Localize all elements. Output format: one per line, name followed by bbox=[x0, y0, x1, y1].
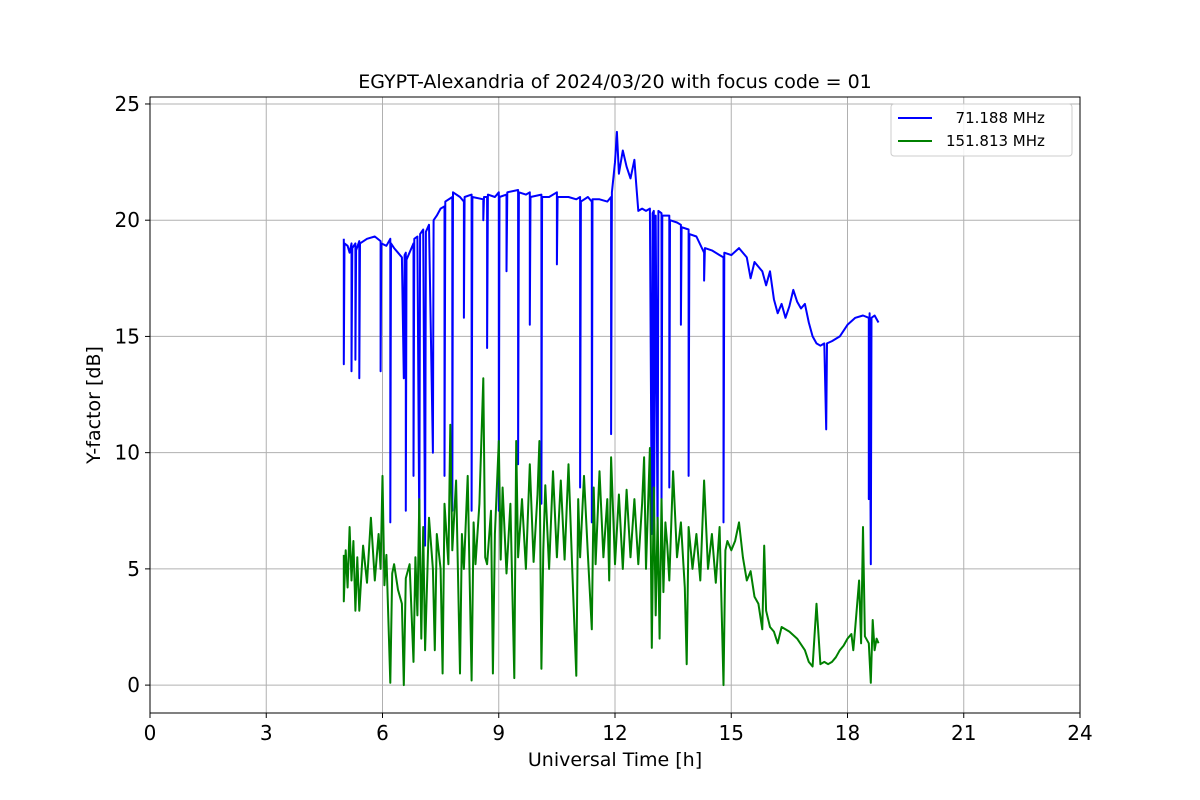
x-tick-label: 15 bbox=[719, 721, 744, 745]
y-tick-label: 15 bbox=[115, 324, 140, 348]
legend: 71.188 MHz 151.813 MHz bbox=[890, 103, 1073, 157]
x-tick-label: 24 bbox=[1067, 721, 1092, 745]
legend-label-71mhz: 71.188 MHz bbox=[946, 109, 1045, 127]
x-tick-label: 0 bbox=[144, 721, 157, 745]
series-line-151mhz bbox=[342, 377, 880, 687]
x-tick-label: 12 bbox=[602, 721, 627, 745]
x-tick-label: 21 bbox=[951, 721, 976, 745]
y-tick-label: 20 bbox=[115, 208, 140, 232]
series-line-71mhz bbox=[342, 130, 880, 566]
series-layer bbox=[342, 130, 880, 687]
x-axis-ticks: 0 3 6 9 12 15 18 21 24 bbox=[144, 713, 1093, 745]
x-tick-label: 9 bbox=[492, 721, 505, 745]
y-tick-label: 0 bbox=[127, 673, 140, 697]
y-tick-label: 10 bbox=[115, 441, 140, 465]
y-axis-label: Y-factor [dB] bbox=[83, 346, 105, 465]
y-axis-ticks: 0 5 10 15 20 25 bbox=[115, 92, 150, 697]
chart-title: EGYPT-Alexandria of 2024/03/20 with focu… bbox=[358, 71, 872, 93]
y-tick-label: 25 bbox=[115, 92, 140, 116]
legend-label-151mhz: 151.813 MHz bbox=[946, 132, 1045, 150]
grid-lines bbox=[149, 97, 1081, 713]
legend-box bbox=[890, 103, 1073, 157]
x-tick-label: 3 bbox=[260, 721, 273, 745]
x-axis-label: Universal Time [h] bbox=[528, 749, 702, 771]
x-tick-label: 18 bbox=[835, 721, 860, 745]
y-tick-label: 5 bbox=[127, 557, 140, 581]
x-tick-label: 6 bbox=[376, 721, 389, 745]
